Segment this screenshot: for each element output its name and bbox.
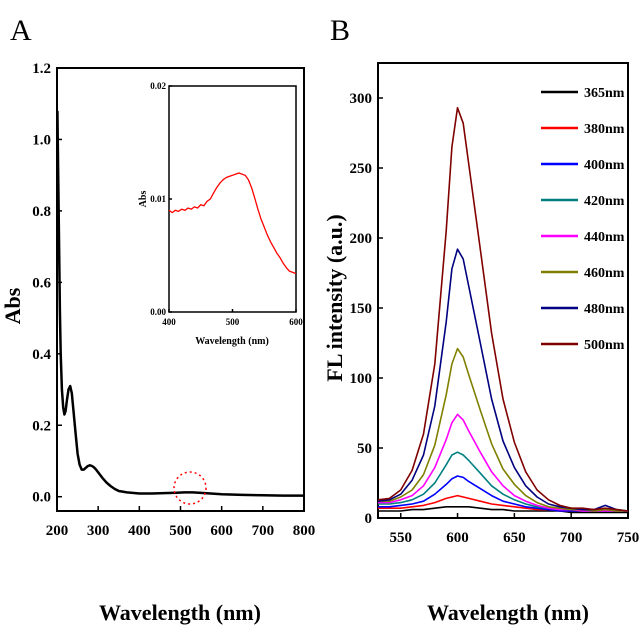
panel-a-x-tick-label: 500 <box>169 523 192 539</box>
panel-a: A 200 300 400 500 600 700 800 0.0 0.2 0.4 0.6 0.8 1.… <box>0 14 315 625</box>
inset-ticks: 400 500 600 0.00 0.01 0.02 <box>150 81 303 327</box>
panel-b-y-tick-label: 250 <box>350 161 373 177</box>
panel-a-y-tick-label: 1.2 <box>32 61 51 77</box>
legend-label: 365nm <box>584 86 625 101</box>
panel-a-x-tick-label: 700 <box>252 523 275 539</box>
legend-label: 460nm <box>584 266 625 281</box>
panel-a-x-tick-label: 200 <box>46 523 69 539</box>
legend-label: 440nm <box>584 230 625 245</box>
inset-y-tick-label: 0.01 <box>150 194 166 204</box>
inset: 400 500 600 0.00 0.01 0.02 Wavelength (nm) Ab… <box>138 81 303 347</box>
inset-series <box>168 172 297 275</box>
panel-a-ticks: 200 300 400 500 600 700 800 0.0 0.2 0.4 0.6 0.8 1.0 1… <box>32 61 315 539</box>
panel-b: B 550 600 650 700 750 0 50 100 150 200 250 300 365n… <box>322 14 639 625</box>
highlight-circle <box>173 471 207 505</box>
inset-x-tick-label: 400 <box>162 317 176 327</box>
legend-label: 420nm <box>584 194 625 209</box>
panel-a-y-tick-label: 0.8 <box>32 204 51 220</box>
panel-a-y-tick-label: 0.2 <box>32 418 51 434</box>
panel-b-series-line <box>378 505 628 514</box>
panel-b-y-tick-label: 200 <box>350 231 373 247</box>
legend-label: 400nm <box>584 158 625 173</box>
panel-a-x-tick-label: 600 <box>210 523 233 539</box>
panel-b-x-tick-label: 750 <box>617 530 640 546</box>
inset-x-axis-title: Wavelength (nm) <box>195 336 269 347</box>
panel-a-y-tick-label: 1.0 <box>32 132 51 148</box>
legend-label: 500nm <box>584 338 625 353</box>
panel-b-y-axis-title: FL intensity (a.u.) <box>322 214 347 381</box>
panel-a-series <box>56 110 304 497</box>
panel-b-series-line <box>378 413 628 512</box>
panel-b-x-tick-label: 700 <box>560 530 583 546</box>
panel-a-x-tick-label: 300 <box>87 523 110 539</box>
inset-y-axis-title: Abs <box>138 191 149 208</box>
panel-b-letter: B <box>330 14 350 47</box>
panel-b-x-tick-label: 550 <box>389 530 412 546</box>
panel-b-plot-frame <box>377 62 629 519</box>
panel-a-absorbance-line <box>56 110 304 497</box>
panel-b-x-tick-label: 650 <box>503 530 526 546</box>
panel-a-y-axis-title: Abs <box>0 287 25 324</box>
panel-b-y-tick-label: 300 <box>350 91 373 107</box>
inset-plot-frame <box>168 85 297 313</box>
panel-b-series-line <box>377 107 629 512</box>
panel-a-y-tick-label: 0.4 <box>32 347 51 363</box>
panel-b-x-axis-title: Wavelength (nm) <box>427 600 589 625</box>
panel-b-y-tick-label: 50 <box>357 441 372 457</box>
inset-x-tick-label: 500 <box>226 317 240 327</box>
panel-a-y-tick-label: 0.6 <box>32 275 51 291</box>
panel-b-x-tick-label: 600 <box>446 530 469 546</box>
panel-b-y-tick-label: 150 <box>350 301 373 317</box>
panel-a-y-tick-label: 0.0 <box>32 490 51 506</box>
inset-absorbance-line <box>168 172 297 275</box>
panel-a-x-tick-label: 800 <box>293 523 316 539</box>
inset-y-tick-label: 0.02 <box>150 81 166 91</box>
panel-b-y-tick-label: 0 <box>365 511 373 527</box>
panel-a-x-tick-label: 400 <box>128 523 151 539</box>
panel-b-ticks: 550 600 650 700 750 0 50 100 150 200 250 300 <box>350 91 640 546</box>
inset-x-tick-label: 600 <box>289 317 303 327</box>
legend-label: 480nm <box>584 302 625 317</box>
panel-b-series <box>377 107 629 514</box>
panel-a-letter: A <box>10 14 32 47</box>
panel-a-x-axis-title: Wavelength (nm) <box>99 600 261 625</box>
legend-label: 380nm <box>584 122 625 137</box>
inset-y-tick-label: 0.00 <box>150 307 166 317</box>
panel-b-legend: 365nm 380nm 400nm 420nm 440nm 460nm 480nm 500nm <box>541 86 625 353</box>
panel-b-y-tick-label: 100 <box>350 371 373 387</box>
panel-b-series-line <box>377 248 629 512</box>
